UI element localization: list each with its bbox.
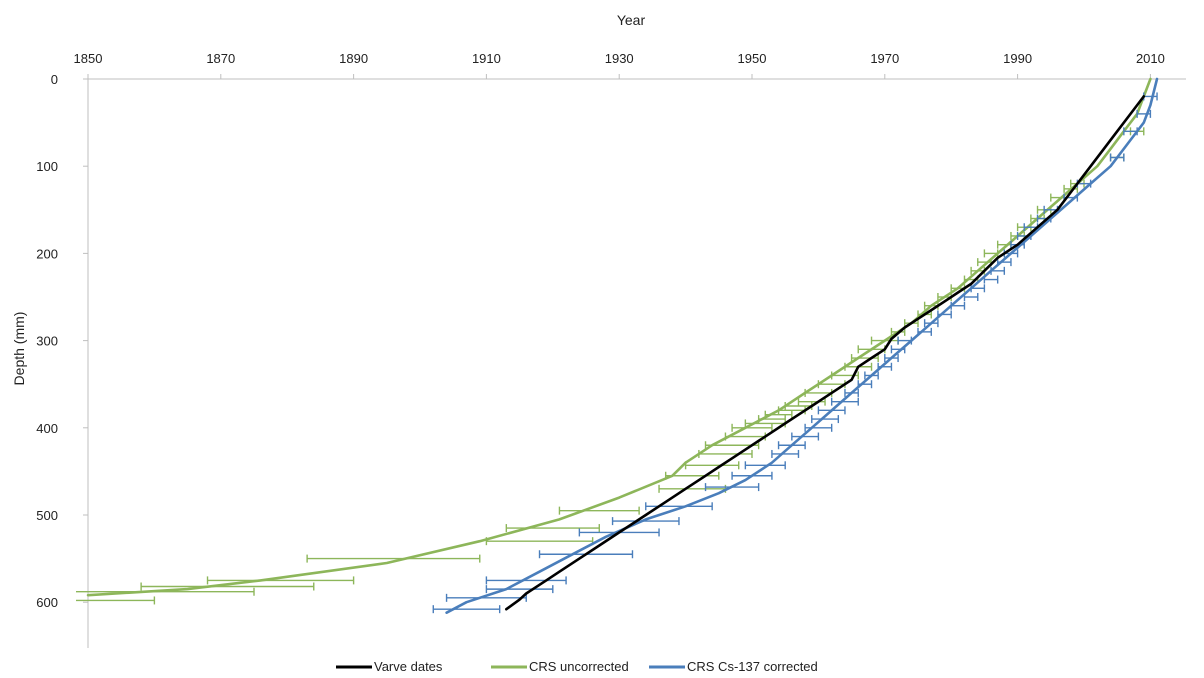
series-line-crs-cs-137-corrected	[445, 77, 1159, 614]
error-bar-crs-uncorrected	[731, 423, 773, 432]
y-tick-label: 500	[36, 508, 58, 523]
y-axis-title: Depth (mm)	[11, 312, 27, 386]
error-bar-crs-cs-137-corrected	[804, 423, 833, 432]
error-bar-crs-cs-137-corrected	[485, 585, 554, 594]
error-bar-crs-uncorrected	[485, 537, 594, 546]
x-tick-label: 1950	[738, 51, 767, 66]
x-tick-label: 1910	[472, 51, 501, 66]
error-bar-crs-cs-137-corrected	[791, 432, 820, 441]
error-bar-crs-uncorrected	[306, 554, 481, 563]
error-bar-crs-cs-137-corrected	[771, 449, 800, 458]
error-bar-crs-uncorrected	[206, 576, 355, 585]
error-bar-crs-uncorrected	[505, 524, 600, 533]
x-axis-title: Year	[617, 12, 646, 28]
y-tick-label: 100	[36, 159, 58, 174]
error-bar-crs-uncorrected	[140, 582, 315, 591]
y-tick-label: 200	[36, 246, 58, 261]
y-tick-label: 300	[36, 334, 58, 349]
error-bar-crs-cs-137-corrected	[963, 293, 979, 301]
x-tick-label: 1970	[870, 51, 899, 66]
error-bar-crs-cs-137-corrected	[432, 605, 501, 614]
x-tick-label: 1890	[339, 51, 368, 66]
legend-label-varve-dates: Varve dates	[374, 659, 443, 674]
series-line-crs-uncorrected	[86, 77, 1152, 597]
error-bar-crs-cs-137-corrected	[983, 275, 999, 284]
error-bar-crs-uncorrected	[684, 461, 740, 470]
x-tick-label: 1850	[74, 51, 103, 66]
error-bar-crs-uncorrected	[658, 484, 727, 493]
error-bar-crs-uncorrected	[76, 596, 156, 605]
x-tick-label: 1870	[206, 51, 235, 66]
x-tick-label: 1990	[1003, 51, 1032, 66]
y-tick-label: 400	[36, 421, 58, 436]
x-tick-label: 2010	[1136, 51, 1165, 66]
y-tick-label: 0	[51, 72, 58, 87]
series-line-varve-dates	[505, 95, 1146, 611]
error-bar-crs-cs-137-corrected	[811, 415, 840, 424]
error-bar-crs-cs-137-corrected	[485, 576, 567, 585]
y-tick-label: 600	[36, 595, 58, 610]
legend-label-crs-cs-137-corrected: CRS Cs-137 corrected	[687, 659, 818, 674]
error-bar-crs-cs-137-corrected	[611, 517, 680, 526]
error-bar-crs-cs-137-corrected	[744, 461, 786, 470]
error-bar-crs-cs-137-corrected	[830, 397, 859, 406]
x-tick-label: 1930	[605, 51, 634, 66]
legend-label-crs-uncorrected: CRS uncorrected	[529, 659, 629, 674]
error-bar-crs-uncorrected	[558, 506, 640, 515]
